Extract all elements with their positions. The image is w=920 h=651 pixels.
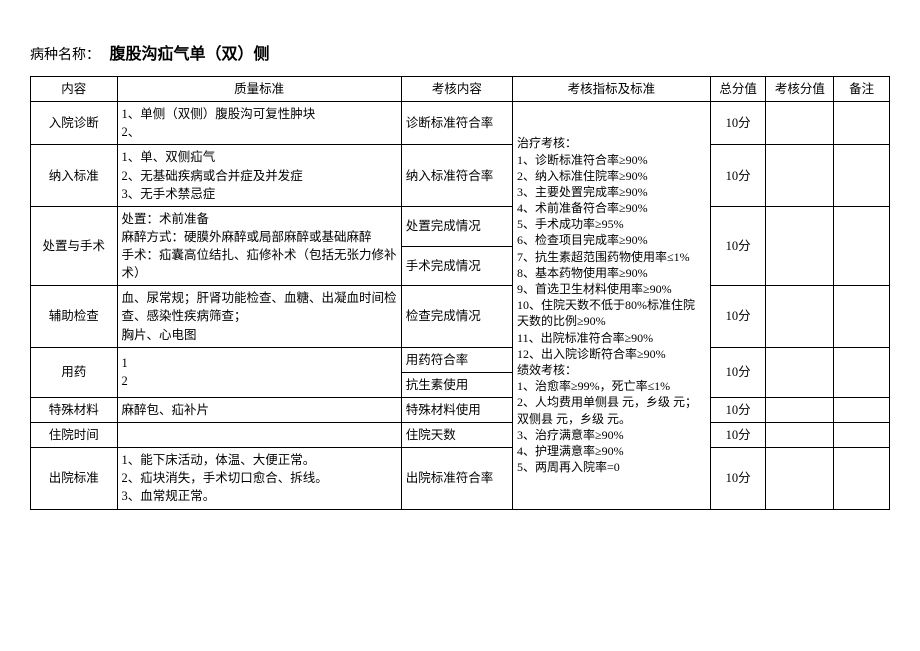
cell-assess: 特殊材料使用 [401,397,512,422]
cell-quality: 麻醉包、疝补片 [117,397,401,422]
cell-total: 10分 [710,347,766,397]
cell-total: 10分 [710,448,766,509]
cell-quality: 1、单侧（双侧）腹股沟可复性肿块 2、 [117,102,401,145]
cell-score [766,145,834,206]
col-quality: 质量标准 [117,77,401,102]
cell-content: 出院标准 [31,448,118,509]
col-score: 考核分值 [766,77,834,102]
cell-content: 纳入标准 [31,145,118,206]
cell-score [766,286,834,347]
cell-assess: 用药符合率 [401,347,512,372]
cell-note [834,423,890,448]
cell-assess: 抗生素使用 [401,372,512,397]
table-row: 出院标准 1、能下床活动，体温、大便正常。 2、疝块消失，手术切口愈合、拆线。 … [31,448,890,509]
cell-score [766,206,834,286]
cell-score [766,347,834,397]
page-title: 病种名称： 腹股沟疝气单（双）侧 [30,40,890,64]
cell-assess: 诊断标准符合率 [401,102,512,145]
cell-quality: 血、尿常规；肝肾功能检查、血糖、出凝血时间检查、感染性疾病筛查； 胸片、心电图 [117,286,401,347]
cell-note [834,145,890,206]
cell-note [834,397,890,422]
cell-metrics: 治疗考核： 1、诊断标准符合率≥90% 2、纳入标准住院率≥90% 3、主要处置… [513,102,711,509]
cell-assess: 纳入标准符合率 [401,145,512,206]
table-row: 特殊材料 麻醉包、疝补片 特殊材料使用 10分 [31,397,890,422]
col-note: 备注 [834,77,890,102]
cell-note [834,206,890,286]
title-label: 病种名称： [30,48,100,63]
cell-note [834,448,890,509]
cell-assess: 手术完成情况 [401,246,512,286]
cell-note [834,286,890,347]
table-header-row: 内容 质量标准 考核内容 考核指标及标准 总分值 考核分值 备注 [31,77,890,102]
cell-assess: 处置完成情况 [401,206,512,246]
cell-total: 10分 [710,206,766,286]
col-assess: 考核内容 [401,77,512,102]
cell-assess: 出院标准符合率 [401,448,512,509]
cell-total: 10分 [710,286,766,347]
cell-quality: 1、单、双侧疝气 2、无基础疾病或合并症及并发症 3、无手术禁忌症 [117,145,401,206]
cell-quality [117,423,401,448]
cell-quality: 1、能下床活动，体温、大便正常。 2、疝块消失，手术切口愈合、拆线。 3、血常规… [117,448,401,509]
title-value: 腹股沟疝气单（双）侧 [110,46,270,63]
col-metrics: 考核指标及标准 [513,77,711,102]
cell-total: 10分 [710,145,766,206]
cell-content: 入院诊断 [31,102,118,145]
cell-score [766,102,834,145]
table-row: 入院诊断 1、单侧（双侧）腹股沟可复性肿块 2、 诊断标准符合率 治疗考核： 1… [31,102,890,145]
cell-content: 用药 [31,347,118,397]
cell-assess: 检查完成情况 [401,286,512,347]
cell-note [834,347,890,397]
cell-quality: 处置：术前准备 麻醉方式：硬膜外麻醉或局部麻醉或基础麻醉 手术：疝囊高位结扎、疝… [117,206,401,286]
cell-content: 住院时间 [31,423,118,448]
cell-content: 特殊材料 [31,397,118,422]
table-row: 住院时间 住院天数 10分 [31,423,890,448]
table-row: 辅助检查 血、尿常规；肝肾功能检查、血糖、出凝血时间检查、感染性疾病筛查； 胸片… [31,286,890,347]
table-row: 处置与手术 处置：术前准备 麻醉方式：硬膜外麻醉或局部麻醉或基础麻醉 手术：疝囊… [31,206,890,246]
col-total: 总分值 [710,77,766,102]
cell-total: 10分 [710,102,766,145]
cell-content: 辅助检查 [31,286,118,347]
table-row: 用药 1 2 用药符合率 10分 [31,347,890,372]
cell-score [766,397,834,422]
col-content: 内容 [31,77,118,102]
cell-note [834,102,890,145]
cell-score [766,423,834,448]
cell-total: 10分 [710,423,766,448]
table-row: 纳入标准 1、单、双侧疝气 2、无基础疾病或合并症及并发症 3、无手术禁忌症 纳… [31,145,890,206]
cell-score [766,448,834,509]
cell-total: 10分 [710,397,766,422]
assessment-table: 内容 质量标准 考核内容 考核指标及标准 总分值 考核分值 备注 入院诊断 1、… [30,76,890,510]
cell-quality: 1 2 [117,347,401,397]
cell-assess: 住院天数 [401,423,512,448]
cell-content: 处置与手术 [31,206,118,286]
